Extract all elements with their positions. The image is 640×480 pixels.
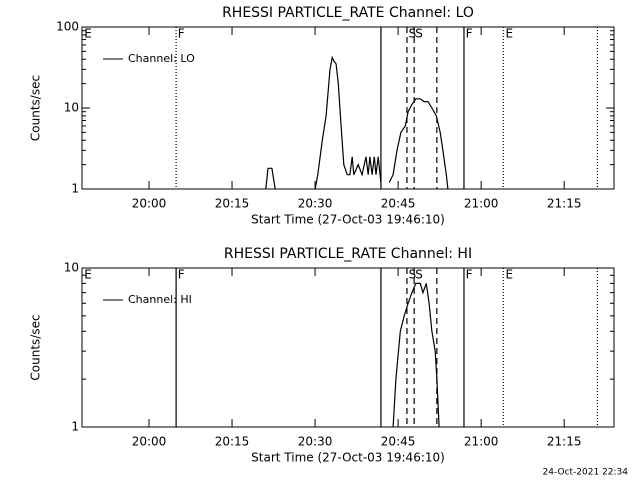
chart-title: RHESSI PARTICLE_RATE Channel: LO xyxy=(222,5,474,21)
x-tick-label: 21:00 xyxy=(464,197,499,211)
data-line xyxy=(392,282,440,428)
flag-label: F xyxy=(178,27,185,41)
y-tick-label: 10 xyxy=(64,261,79,275)
x-tick-label: 21:00 xyxy=(464,435,499,449)
y-tick-label: 100 xyxy=(56,20,79,34)
flag-label: F xyxy=(178,268,185,282)
timestamp: 24-Oct-2021 22:34 xyxy=(543,468,629,478)
legend-label: Channel: LO xyxy=(128,52,195,65)
x-tick-label: 20:00 xyxy=(132,435,167,449)
flag-label: S xyxy=(409,268,417,282)
flag-label: E xyxy=(505,27,513,41)
x-tick-label: 21:15 xyxy=(547,197,582,211)
y-axis-label: Counts/sec xyxy=(29,75,43,141)
flag-label: S xyxy=(415,27,423,41)
flag-label: F xyxy=(466,27,473,41)
flag-label: S xyxy=(409,27,417,41)
x-tick-label: 20:00 xyxy=(132,197,167,211)
y-tick-label: 1 xyxy=(71,182,79,196)
x-tick-label: 20:45 xyxy=(381,435,416,449)
legend-label: Channel: HI xyxy=(128,293,192,306)
x-tick-label: 21:15 xyxy=(547,435,582,449)
flag-label: E xyxy=(84,268,92,282)
flag-label: E xyxy=(84,27,92,41)
data-line xyxy=(265,55,449,190)
flag-label: E xyxy=(505,268,513,282)
flag-label: S xyxy=(415,268,423,282)
y-axis-label: Counts/sec xyxy=(29,314,43,380)
y-tick-label: 10 xyxy=(64,101,79,115)
x-tick-label: 20:15 xyxy=(215,435,250,449)
x-tick-label: 20:45 xyxy=(381,197,416,211)
x-tick-label: 20:30 xyxy=(298,435,333,449)
plot-area xyxy=(81,267,615,428)
chart-title: RHESSI PARTICLE_RATE Channel: HI xyxy=(224,246,472,262)
x-axis-label: Start Time (27-Oct-03 19:46:10) xyxy=(251,451,445,465)
x-tick-label: 20:30 xyxy=(298,197,333,211)
y-tick-label: 1 xyxy=(71,420,79,434)
x-axis-label: Start Time (27-Oct-03 19:46:10) xyxy=(251,213,445,227)
x-tick-label: 20:15 xyxy=(215,197,250,211)
flag-label: F xyxy=(466,268,473,282)
